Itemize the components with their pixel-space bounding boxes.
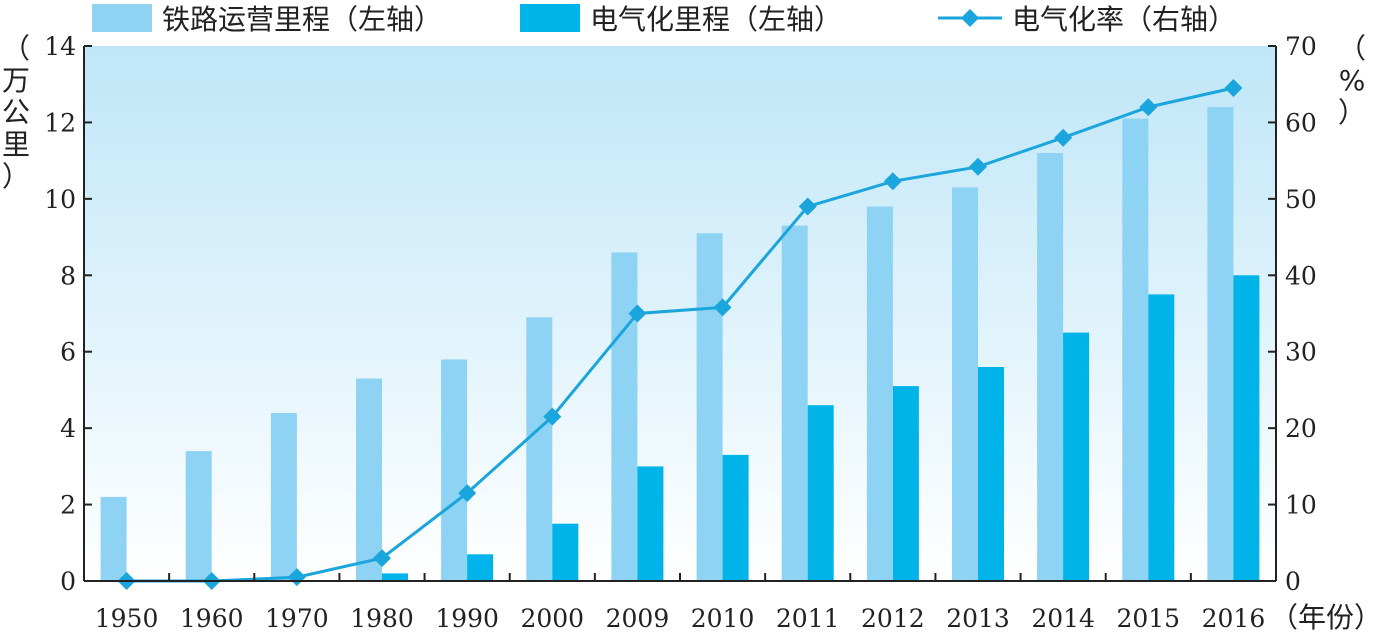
x-tick-label: 2015 bbox=[1116, 604, 1180, 633]
bar-railway-2011 bbox=[781, 225, 808, 581]
legend-label-rate: 电气化率（右轴） bbox=[1012, 3, 1236, 36]
right-tick-label: 0 bbox=[1285, 567, 1301, 596]
legend-label-railway: 铁路运营里程（左轴） bbox=[162, 3, 442, 36]
bar-electrified-2015 bbox=[1148, 294, 1175, 581]
legend-swatch-railway bbox=[92, 4, 152, 32]
bar-railway-2010 bbox=[696, 233, 723, 582]
bar-railway-1960 bbox=[185, 451, 212, 581]
bar-electrified-2013 bbox=[978, 367, 1004, 581]
left-tick-label: 14 bbox=[44, 32, 76, 61]
right-tick-label: 50 bbox=[1285, 185, 1317, 214]
bar-electrified-2014 bbox=[1063, 332, 1090, 581]
x-tick-label: 1970 bbox=[265, 604, 329, 633]
x-tick-label: 1950 bbox=[95, 604, 159, 633]
point-rate-2000 bbox=[543, 407, 562, 426]
point-rate-2016 bbox=[1224, 79, 1243, 98]
right-tick-label: 20 bbox=[1285, 414, 1317, 443]
bar-electrified-1990 bbox=[467, 554, 494, 582]
bar-electrified-2012 bbox=[892, 386, 919, 581]
bar-electrified-1980 bbox=[382, 573, 408, 581]
point-rate-2010 bbox=[713, 298, 732, 317]
bar-railway-2012 bbox=[866, 206, 893, 581]
point-rate-1990 bbox=[458, 484, 477, 503]
legend-label-electrified: 电气化里程（左轴） bbox=[590, 3, 842, 36]
x-tick-label: 2014 bbox=[1031, 604, 1095, 633]
bar-railway-1970 bbox=[270, 412, 297, 581]
bar-railway-1980 bbox=[356, 378, 382, 581]
bar-electrified-2000 bbox=[552, 523, 579, 581]
bar-railway-2014 bbox=[1037, 153, 1064, 581]
legend: 铁路运营里程（左轴） 电气化里程（左轴） 电气化率（右轴） bbox=[92, 3, 1236, 36]
right-tick-label: 10 bbox=[1285, 491, 1317, 520]
bar-electrified-2010 bbox=[722, 454, 749, 581]
x-axis-unit-label: （年份） bbox=[1270, 601, 1376, 634]
x-tick-label: 1980 bbox=[350, 604, 414, 633]
point-rate-2012 bbox=[883, 172, 902, 191]
x-tick-label: 2012 bbox=[861, 604, 925, 633]
left-tick-label: 0 bbox=[60, 567, 76, 596]
left-tick-label: 6 bbox=[60, 338, 76, 367]
bar-railway-1990 bbox=[441, 359, 468, 581]
point-rate-2011 bbox=[798, 197, 817, 216]
x-tick-label: 2011 bbox=[776, 604, 840, 633]
right-tick-label: 70 bbox=[1285, 32, 1317, 61]
bar-railway-2013 bbox=[952, 187, 978, 581]
x-tick-label: 2013 bbox=[946, 604, 1010, 633]
legend-swatch-electrified bbox=[520, 4, 580, 32]
bar-railway-2000 bbox=[526, 317, 553, 581]
bar-railway-2015 bbox=[1122, 118, 1149, 581]
x-tick-label: 2016 bbox=[1202, 604, 1266, 633]
x-tick-label: 2009 bbox=[606, 604, 670, 633]
left-axis-unit-label: （万公里） bbox=[2, 32, 30, 193]
point-rate-2014 bbox=[1054, 128, 1073, 147]
axes-layer: 0 2 4 6 8 10 12 14 0 10 20 30 40 50 60 70 1950 1960 1970 19… bbox=[2, 32, 1376, 634]
point-rate-1980 bbox=[373, 549, 391, 568]
bar-electrified-2011 bbox=[807, 405, 834, 581]
right-tick-label: 60 bbox=[1285, 108, 1317, 137]
x-tick-label: 1990 bbox=[435, 604, 499, 633]
bar-electrified-2016 bbox=[1233, 275, 1260, 581]
point-rate-2009 bbox=[628, 304, 647, 323]
right-tick-label: 40 bbox=[1285, 261, 1317, 290]
x-tick-label: 2000 bbox=[520, 604, 584, 633]
legend-marker-rate bbox=[961, 9, 979, 27]
bar-electrified-2009 bbox=[637, 466, 664, 581]
x-tick-label: 2010 bbox=[691, 604, 755, 633]
bar-railway-2009 bbox=[611, 252, 638, 581]
x-tick-label: 1960 bbox=[180, 604, 244, 633]
left-tick-label: 10 bbox=[44, 185, 76, 214]
line-electrification-rate bbox=[126, 86, 1234, 583]
left-tick-label: 2 bbox=[60, 491, 76, 520]
right-axis-unit-label: （%） bbox=[1338, 32, 1366, 129]
left-tick-label: 4 bbox=[60, 414, 76, 443]
point-rate-2013 bbox=[969, 157, 987, 176]
bar-railway-2016 bbox=[1207, 107, 1234, 581]
bars-layer bbox=[100, 107, 1260, 582]
bar-railway-1950 bbox=[100, 496, 127, 581]
point-rate-2015 bbox=[1139, 98, 1158, 117]
line-layer bbox=[117, 79, 1243, 590]
right-tick-label: 30 bbox=[1285, 338, 1317, 367]
left-tick-label: 12 bbox=[44, 108, 76, 137]
left-tick-label: 8 bbox=[60, 261, 76, 290]
